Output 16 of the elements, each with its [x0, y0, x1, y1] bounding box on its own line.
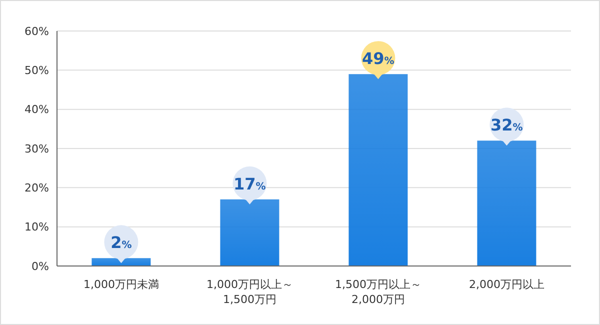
data-label: 32%	[490, 116, 523, 135]
x-tick-label: 2,000万円以上	[469, 278, 544, 291]
y-tick-label: 10%	[24, 220, 49, 234]
bar	[92, 258, 151, 266]
y-tick-label: 60%	[24, 24, 49, 38]
y-tick-label: 50%	[24, 64, 49, 78]
x-tick-label: 1,500万円以上～ 2,000万円	[335, 278, 422, 306]
data-label: 17%	[234, 174, 266, 194]
x-tick-label: 1,000万円未満	[84, 278, 159, 291]
data-label: 49%	[362, 49, 394, 68]
y-tick-label: 40%	[24, 103, 49, 116]
data-label: 2%	[110, 233, 132, 252]
y-tick-label: 0%	[32, 260, 49, 273]
y-tick-label: 20%	[24, 182, 49, 195]
y-tick-label: 30%	[24, 142, 49, 156]
x-tick-label: 1,000万円以上～ 1,500万円	[206, 278, 293, 306]
